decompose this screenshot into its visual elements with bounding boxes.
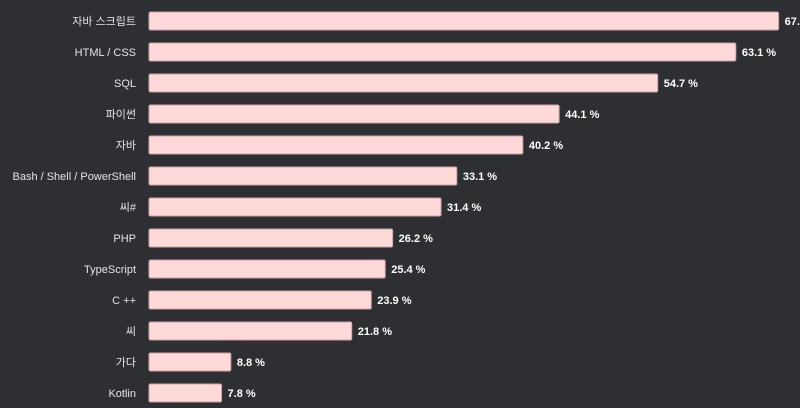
value-label-씨: 21.8 %: [358, 326, 392, 338]
bar-bash-shell-powershell: [148, 166, 458, 186]
category-label-c: C ++: [112, 295, 136, 307]
bar-typescript: [148, 259, 386, 279]
bar-kotlin: [148, 383, 223, 403]
bar-씨: [148, 321, 353, 341]
category-label-파이썬: 파이썬: [106, 108, 136, 121]
bar-자바: [148, 135, 524, 155]
bar-php: [148, 228, 394, 248]
category-label-sql: SQL: [114, 78, 136, 90]
category-label-kotlin: Kotlin: [108, 388, 136, 400]
value-label-c: 23.9 %: [377, 295, 411, 307]
category-label-bash-shell-powershell: Bash / Shell / PowerShell: [12, 171, 136, 183]
value-label-sql: 54.7 %: [664, 78, 698, 90]
category-label-씨: 씨#: [120, 202, 137, 214]
value-label-html-css: 63.1 %: [742, 47, 776, 59]
category-label-가다: 가다: [116, 356, 136, 369]
value-label-kotlin: 7.8 %: [228, 388, 256, 400]
value-label-php: 26.2 %: [399, 233, 433, 245]
bar-자바-스크립트: [148, 11, 780, 31]
value-label-bash-shell-powershell: 33.1 %: [463, 171, 497, 183]
value-label-가다: 8.8 %: [237, 357, 265, 369]
value-label-파이썬: 44.1 %: [565, 109, 599, 121]
value-label-typescript: 25.4 %: [391, 264, 425, 276]
category-label-씨: 씨: [126, 326, 136, 338]
category-label-html-css: HTML / CSS: [75, 47, 136, 59]
labels-layer: 자바 스크립트 67.7 % HTML / CSS 63.1 % SQL 54.7 % 파이…: [12, 15, 800, 400]
value-label-자바: 40.2 %: [529, 140, 563, 152]
category-label-자바: 자바: [116, 139, 136, 152]
bars-layer: [148, 11, 780, 403]
value-label-씨: 31.4 %: [447, 202, 481, 214]
category-label-typescript: TypeScript: [84, 264, 136, 276]
bar-sql: [148, 73, 659, 93]
category-label-php: PHP: [113, 233, 136, 245]
bar-가다: [148, 352, 232, 372]
value-label-자바-스크립트: 67.7 %: [785, 16, 800, 28]
bar-씨: [148, 197, 442, 217]
bar-c: [148, 290, 372, 310]
bar-html-css: [148, 42, 737, 62]
category-label-자바-스크립트: 자바 스크립트: [72, 15, 136, 28]
bar-파이썬: [148, 104, 560, 124]
